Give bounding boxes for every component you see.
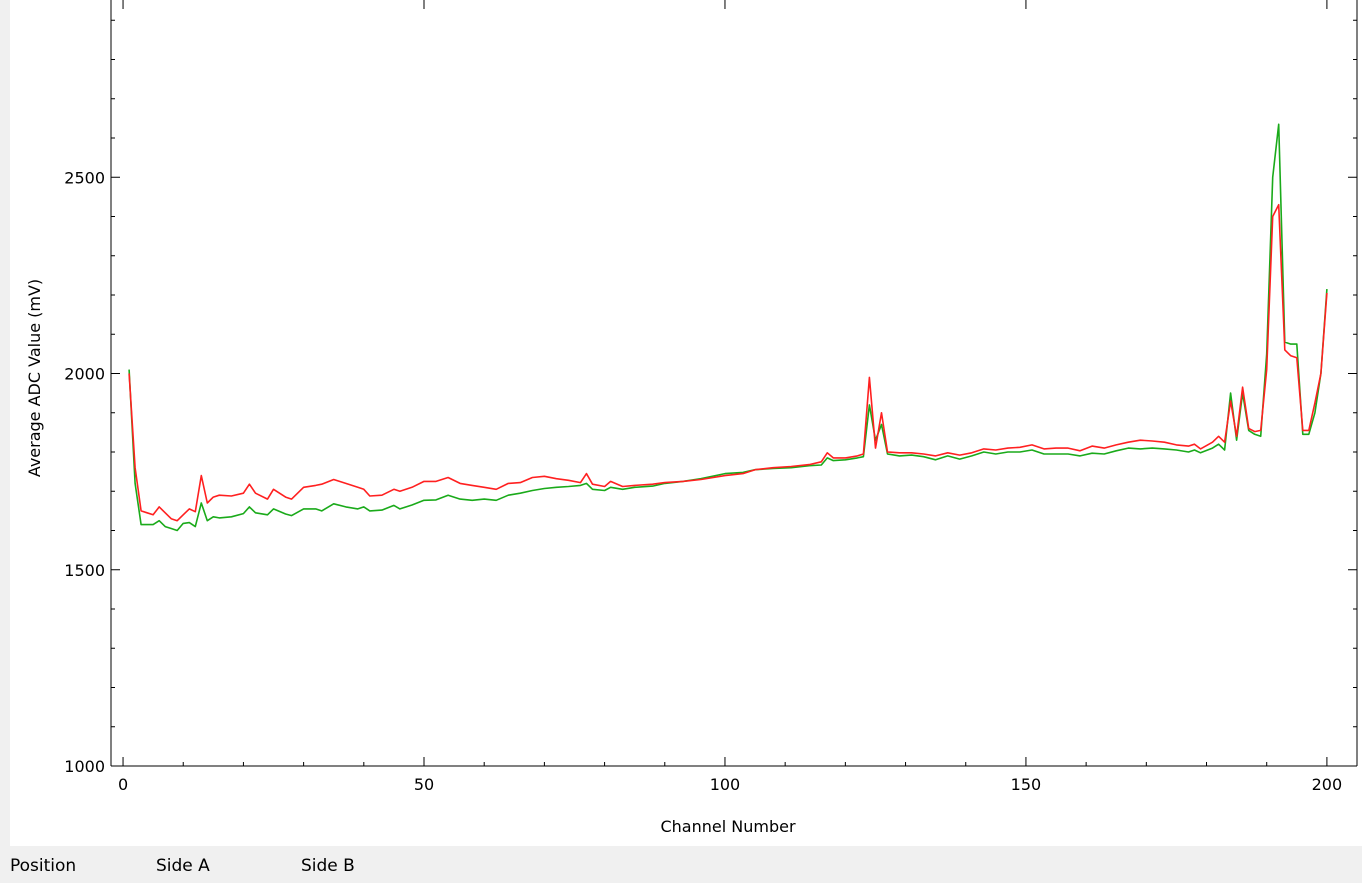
x-tick-label: 200 xyxy=(1312,775,1343,794)
y-tick-label: 1500 xyxy=(64,561,105,580)
status-bar: Position Side A Side B xyxy=(0,846,1362,883)
status-side-a-label: Side A xyxy=(156,856,210,876)
chart-panel: 0 50 100 150 200 1000 1500 2000 2500 Channel Num… xyxy=(10,0,1362,846)
y-tick-label: 1000 xyxy=(64,757,105,776)
x-tick-label: 0 xyxy=(118,775,128,794)
x-tick-label: 50 xyxy=(414,775,434,794)
x-tick-label: 150 xyxy=(1011,775,1042,794)
y-tick-label: 2000 xyxy=(64,365,105,384)
series-line-1 xyxy=(129,124,1327,530)
status-side-b-label: Side B xyxy=(301,856,355,876)
adc-line-chart: 0 50 100 150 200 1000 1500 2000 2500 Channel Num… xyxy=(10,0,1362,846)
y-axis-title: Average ADC Value (mV) xyxy=(25,279,44,477)
axis-ticks xyxy=(111,0,1357,766)
x-tick-label: 100 xyxy=(710,775,741,794)
plot-frame xyxy=(111,0,1357,766)
x-axis-title: Channel Number xyxy=(660,817,795,836)
axis-tick-labels: 0 50 100 150 200 1000 1500 2000 2500 xyxy=(64,168,1342,794)
y-tick-label: 2500 xyxy=(64,168,105,187)
series-layer xyxy=(129,124,1327,530)
status-position-label: Position xyxy=(10,856,76,876)
